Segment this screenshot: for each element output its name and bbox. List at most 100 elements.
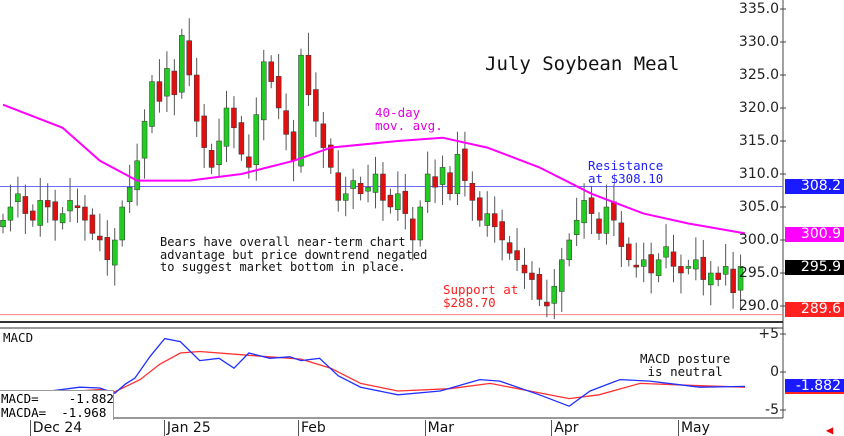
candle-down xyxy=(246,156,252,168)
candle-up xyxy=(722,266,729,275)
price-tag: 300.9 xyxy=(785,227,844,243)
candle-up xyxy=(484,213,490,226)
macd-panel-label: MACD xyxy=(3,330,34,345)
candle-up xyxy=(164,68,170,97)
macd-line xyxy=(44,337,746,407)
candle-down xyxy=(268,61,274,82)
scroll-arrow-icon[interactable]: ◀ xyxy=(826,423,834,436)
candle-down xyxy=(97,235,103,241)
candle-up xyxy=(119,206,125,241)
candle-down xyxy=(432,176,438,188)
y-tick-label: 305.0 xyxy=(738,199,779,215)
candle-down xyxy=(89,214,96,234)
candle-up xyxy=(372,173,379,193)
x-tick-label: Feb xyxy=(298,420,326,436)
candle-down xyxy=(52,201,58,221)
y-tick-label: 300.0 xyxy=(738,232,779,248)
candle-down xyxy=(462,148,468,181)
macda-value: MACDA= -1.968 xyxy=(1,405,107,420)
candle-down xyxy=(402,190,409,214)
candle-down xyxy=(305,54,312,96)
candle-down xyxy=(588,197,595,214)
candle-up xyxy=(350,180,356,189)
candle-down xyxy=(171,70,178,96)
candle-down xyxy=(231,107,237,129)
candle-up xyxy=(365,186,371,192)
candle-up xyxy=(149,81,155,127)
macd-y-tick-label: -5 xyxy=(765,402,779,418)
candle-up xyxy=(708,272,714,286)
candle-up xyxy=(15,193,21,202)
candle-up xyxy=(261,61,267,121)
candle-down xyxy=(104,237,111,261)
ma-label: 40-day mov. avg. xyxy=(375,105,443,134)
candle-up xyxy=(559,259,565,292)
candle-up xyxy=(0,219,6,228)
candle-up xyxy=(640,259,647,267)
candle-down xyxy=(193,74,200,122)
price-tag: 295.9 xyxy=(785,260,844,276)
x-tick-label: Mar xyxy=(424,420,454,436)
y-tick-label: 320.0 xyxy=(738,100,779,116)
candle-up xyxy=(298,54,304,167)
candle-up xyxy=(342,193,349,201)
candle-up xyxy=(112,239,118,266)
candle-up xyxy=(603,206,610,234)
candle-down xyxy=(328,144,334,168)
candle-up xyxy=(126,186,133,202)
x-tick-label: May xyxy=(677,420,710,436)
candle-down xyxy=(611,201,617,221)
candle-down xyxy=(156,81,163,102)
candle-down xyxy=(700,256,707,280)
candle-down xyxy=(320,123,327,148)
candle-down xyxy=(313,89,319,122)
candle-up xyxy=(693,259,699,270)
x-tick-label: Dec 24 xyxy=(29,420,82,436)
candle-down xyxy=(670,251,677,267)
candle-down xyxy=(469,182,476,201)
candle-up xyxy=(737,266,744,291)
candle-down xyxy=(633,264,639,268)
candle-down xyxy=(447,172,453,195)
candle-up xyxy=(67,200,73,212)
candle-up xyxy=(454,153,461,195)
candle-down xyxy=(387,194,394,208)
candle-down xyxy=(290,131,297,162)
candle-up xyxy=(424,173,431,202)
candle-up xyxy=(655,259,662,276)
y-tick-label: 310.0 xyxy=(738,166,779,182)
candle-up xyxy=(253,114,260,166)
x-tick-label: Jan 25 xyxy=(163,420,211,436)
ma40-line xyxy=(2,103,746,235)
y-tick-label: 325.0 xyxy=(738,67,779,83)
y-tick-label: 290.0 xyxy=(738,298,779,314)
candle-down xyxy=(208,149,215,168)
price-tag: 289.6 xyxy=(785,301,844,317)
candle-down xyxy=(499,221,505,241)
candle-down xyxy=(514,250,520,261)
y-tick-label: 335.0 xyxy=(738,1,779,17)
candle-down xyxy=(626,243,632,261)
candle-up xyxy=(581,200,587,224)
candle-down xyxy=(477,197,483,221)
support-label: Support at $288.70 xyxy=(443,282,519,311)
commentary: Bears have overall near-term chart advan… xyxy=(160,235,428,275)
candle-up xyxy=(551,285,558,304)
candle-down xyxy=(491,213,498,228)
candle-up xyxy=(417,206,423,241)
macd-value-box: MACD= -1.882 MACDA= -1.968 xyxy=(0,390,114,420)
candle-up xyxy=(59,213,66,224)
candle-up xyxy=(395,193,401,210)
macd-signal-line xyxy=(44,350,746,400)
candle-up xyxy=(573,219,580,235)
candle-down xyxy=(357,182,364,195)
candle-up xyxy=(566,239,572,261)
candle-up xyxy=(439,167,446,185)
candle-down xyxy=(275,76,282,109)
candle-down xyxy=(529,272,535,280)
candle-up xyxy=(141,120,148,159)
candle-down xyxy=(74,205,81,208)
candle-down xyxy=(82,206,88,221)
candle-down xyxy=(30,210,36,221)
